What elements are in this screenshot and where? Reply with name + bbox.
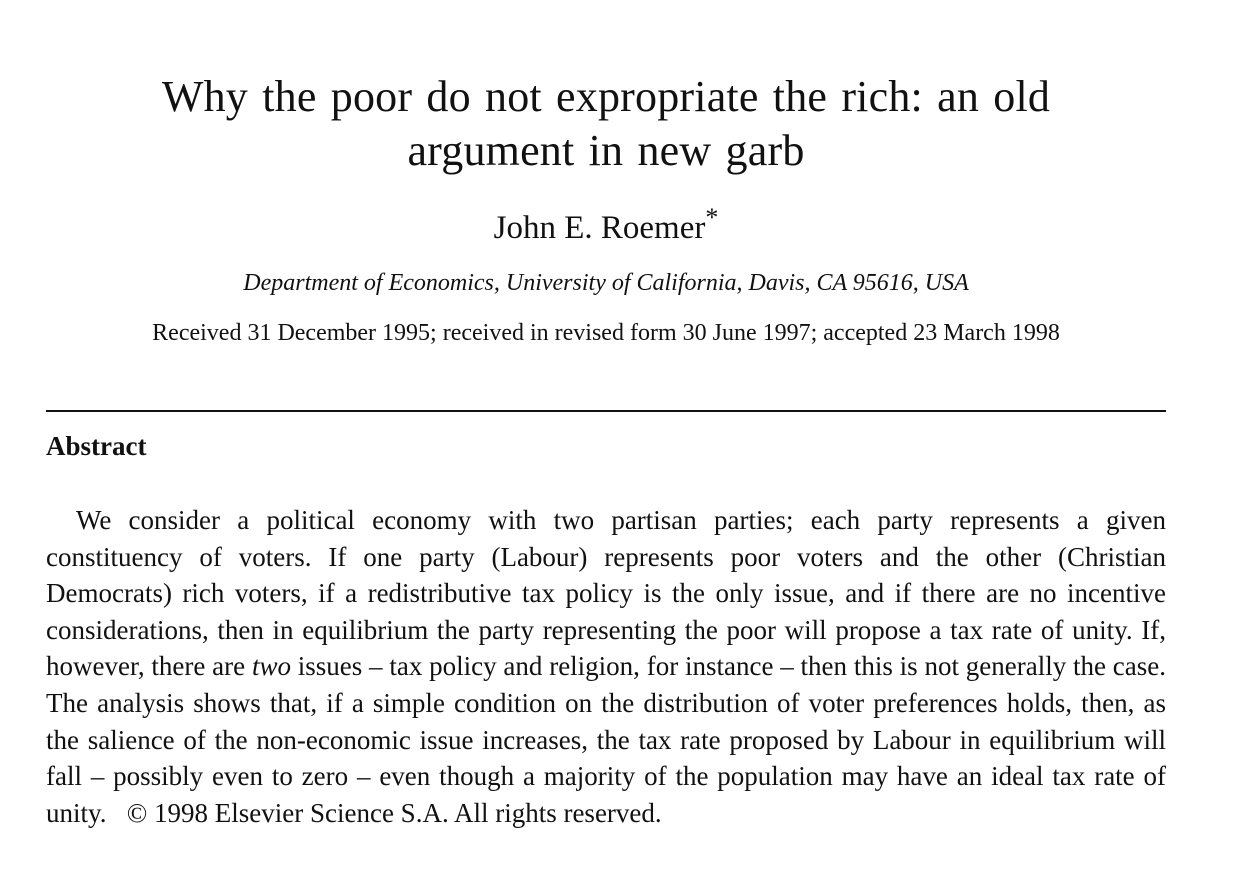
title-line-2: argument in new garb	[407, 126, 805, 175]
author-name: John E. Roemer	[493, 210, 706, 246]
abstract-emphasis: two	[251, 651, 291, 682]
abstract-heading: Abstract	[46, 431, 147, 461]
abstract-text-part-2: issues – tax policy and religion, for in…	[46, 651, 1166, 828]
publication-dates: Received 31 December 1995; received in r…	[152, 320, 1060, 346]
abstract-text: We consider a political economy with two…	[46, 502, 1166, 831]
header-divider	[46, 410, 1166, 412]
author-footnote-mark[interactable]: *	[705, 203, 719, 232]
abstract-text-part-1: We consider a political economy with two…	[46, 505, 1166, 682]
author-line: John E. Roemer*	[0, 203, 1212, 250]
title-line-1: Why the poor do not expropriate the rich…	[161, 72, 1051, 121]
paper-title: Why the poor do not expropriate the rich…	[0, 70, 1212, 178]
copyright-notice: © 1998 Elsevier Science S.A. All rights …	[126, 797, 662, 828]
author-affiliation: Department of Economics, University of C…	[243, 270, 969, 296]
